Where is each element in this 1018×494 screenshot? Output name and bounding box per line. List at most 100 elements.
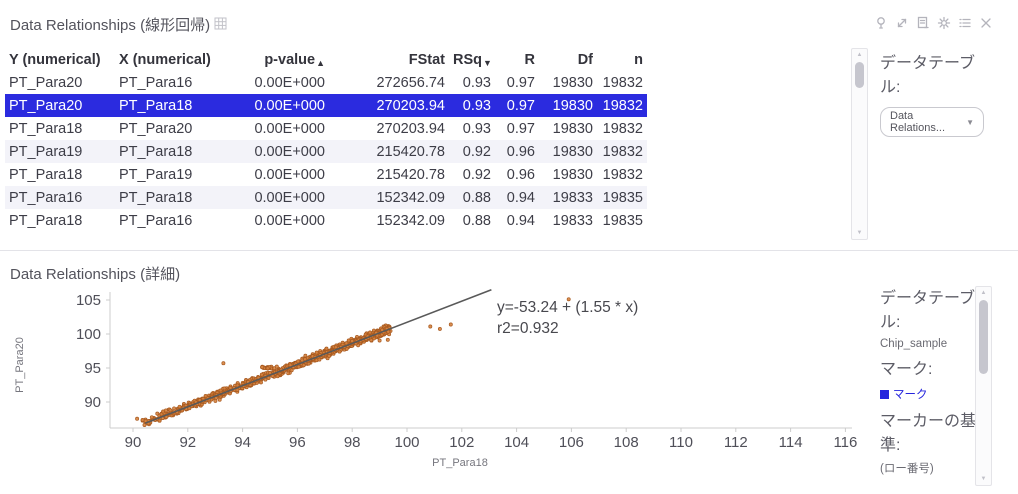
table-cell: 0.94: [506, 212, 535, 229]
column-header[interactable]: RSq▼: [453, 51, 492, 68]
table-cell: PT_Para16: [119, 212, 193, 229]
table-cell: 0.97: [506, 97, 535, 114]
svg-text:y=-53.24 + (1.55 * x): y=-53.24 + (1.55 * x): [497, 299, 638, 316]
column-header[interactable]: n: [634, 51, 643, 68]
table-cell: 0.00E+000: [254, 97, 325, 114]
table-cell: PT_Para20: [9, 74, 83, 91]
table-cell: 0.93: [462, 97, 491, 114]
column-header[interactable]: X (numerical): [119, 51, 211, 68]
table-row[interactable]: PT_Para18 PT_Para19 0.00E+000 215420.78 0.92…: [5, 163, 647, 186]
table-cell: 0.92: [462, 166, 491, 183]
copy-icon[interactable]: [916, 16, 930, 30]
table-row[interactable]: PT_Para18 PT_Para16 0.00E+000 152342.09 0.88…: [5, 209, 647, 232]
table-cell: 272656.74: [376, 74, 445, 91]
bottom-section-title: Data Relationships (詳細): [10, 266, 181, 283]
table-cell: 19835: [602, 212, 643, 229]
top-section-title: Data Relationships (線形回帰): [10, 17, 211, 34]
data-table-dropdown[interactable]: Data Relations... ▼: [880, 107, 984, 137]
list-icon[interactable]: [958, 16, 972, 30]
svg-text:106: 106: [559, 434, 584, 451]
sort-asc-icon: ▲: [316, 57, 325, 68]
table-cell: 19832: [602, 74, 643, 91]
table-cell: PT_Para19: [9, 143, 83, 160]
table-cell: PT_Para20: [119, 120, 193, 137]
legend-swatch: [880, 389, 889, 399]
svg-text:116: 116: [833, 434, 857, 451]
table-cell: 0.97: [506, 120, 535, 137]
scroll-down-icon[interactable]: ▼: [980, 476, 987, 482]
close-icon[interactable]: [979, 16, 993, 30]
regression-results-table: Y (numerical) X (numerical) p-value▲ FStat R…: [5, 48, 647, 232]
marker-basis-value: (ロー番号): [880, 463, 934, 475]
panel-scrollbar[interactable]: ▲ ▼: [975, 286, 992, 486]
table-row[interactable]: PT_Para18 PT_Para20 0.00E+000 270203.94 0.93…: [5, 117, 647, 140]
scatter-plot[interactable]: 90 95 100 105 90 92 94 96 98 100 102 104 106 108 110 11…: [0, 283, 862, 488]
table-scrollbar[interactable]: ▲ ▼: [851, 48, 868, 240]
lightbulb-icon[interactable]: [874, 16, 888, 30]
svg-text:114: 114: [779, 434, 803, 451]
column-header[interactable]: Y (numerical): [9, 51, 101, 68]
table-cell: 19835: [602, 189, 643, 206]
table-cell: 19832: [602, 97, 643, 114]
svg-text:108: 108: [614, 434, 639, 451]
scroll-up-icon[interactable]: ▲: [980, 290, 987, 296]
expand-icon[interactable]: [895, 16, 909, 30]
table-cell: 19832: [602, 120, 643, 137]
table-cell: PT_Para16: [119, 74, 193, 91]
table-cell: 19830: [552, 166, 593, 183]
table-cell: 0.00E+000: [254, 166, 325, 183]
scroll-down-icon[interactable]: ▼: [856, 230, 863, 236]
legend-item[interactable]: マーク: [880, 386, 976, 402]
table-cell: 0.94: [506, 189, 535, 206]
svg-text:95: 95: [84, 360, 101, 377]
dropdown-value: Data Relations...: [890, 110, 946, 134]
table-row[interactable]: PT_Para20 PT_Para18 0.00E+000 270203.94 0.93…: [5, 94, 647, 117]
column-header[interactable]: p-value▲: [264, 51, 325, 68]
marker-basis-label: マーカーの基準:: [880, 413, 977, 454]
svg-text:100: 100: [76, 326, 101, 343]
table-cell: 0.00E+000: [254, 74, 325, 91]
data-table-value: Chip_sample: [880, 338, 948, 350]
data-table-label: データテーブル:: [880, 290, 976, 331]
table-cell: PT_Para18: [119, 143, 193, 160]
table-cell: 0.00E+000: [254, 212, 325, 229]
table-cell: 270203.94: [376, 120, 445, 137]
svg-text:105: 105: [76, 292, 101, 309]
table-cell: 0.93: [462, 74, 491, 91]
gear-icon[interactable]: [937, 16, 951, 30]
table-cell: 19833: [552, 212, 593, 229]
section-divider: [0, 250, 1018, 251]
svg-text:100: 100: [394, 434, 419, 451]
chevron-down-icon: ▼: [966, 117, 974, 127]
table-cell: 19832: [602, 143, 643, 160]
table-row[interactable]: PT_Para20 PT_Para16 0.00E+000 272656.74 0.93…: [5, 71, 647, 94]
column-header[interactable]: FStat: [408, 51, 445, 68]
table-row[interactable]: PT_Para19 PT_Para18 0.00E+000 215420.78 0.92…: [5, 140, 647, 163]
table-cell: PT_Para18: [9, 120, 83, 137]
scrollbar-thumb[interactable]: [855, 62, 864, 88]
sort-desc-icon: ▼: [483, 57, 492, 68]
svg-text:90: 90: [84, 394, 101, 411]
column-header[interactable]: R: [524, 51, 535, 68]
column-header[interactable]: Df: [577, 51, 593, 68]
svg-text:110: 110: [669, 434, 693, 451]
svg-text:r2=0.932: r2=0.932: [497, 320, 559, 337]
table-cell: 19830: [552, 120, 593, 137]
top-properties-panel: データテーブル: Data Relations... ▼: [880, 52, 984, 137]
table-cell: 19833: [552, 189, 593, 206]
table-grid-icon: [214, 17, 227, 35]
top-toolbar: [874, 16, 993, 30]
svg-text:94: 94: [234, 434, 251, 451]
table-cell: PT_Para18: [9, 212, 83, 229]
table-cell: 0.00E+000: [254, 189, 325, 206]
table-cell: 19830: [552, 97, 593, 114]
table-cell: 19830: [552, 74, 593, 91]
scroll-up-icon[interactable]: ▲: [856, 52, 863, 58]
table-cell: PT_Para18: [119, 97, 193, 114]
table-cell: 152342.09: [376, 189, 445, 206]
table-row[interactable]: PT_Para16 PT_Para18 0.00E+000 152342.09 0.88…: [5, 186, 647, 209]
table-cell: PT_Para19: [119, 166, 193, 183]
table-header-row: Y (numerical) X (numerical) p-value▲ FStat R…: [5, 48, 647, 71]
scrollbar-thumb[interactable]: [979, 300, 988, 374]
table-cell: 0.92: [462, 143, 491, 160]
